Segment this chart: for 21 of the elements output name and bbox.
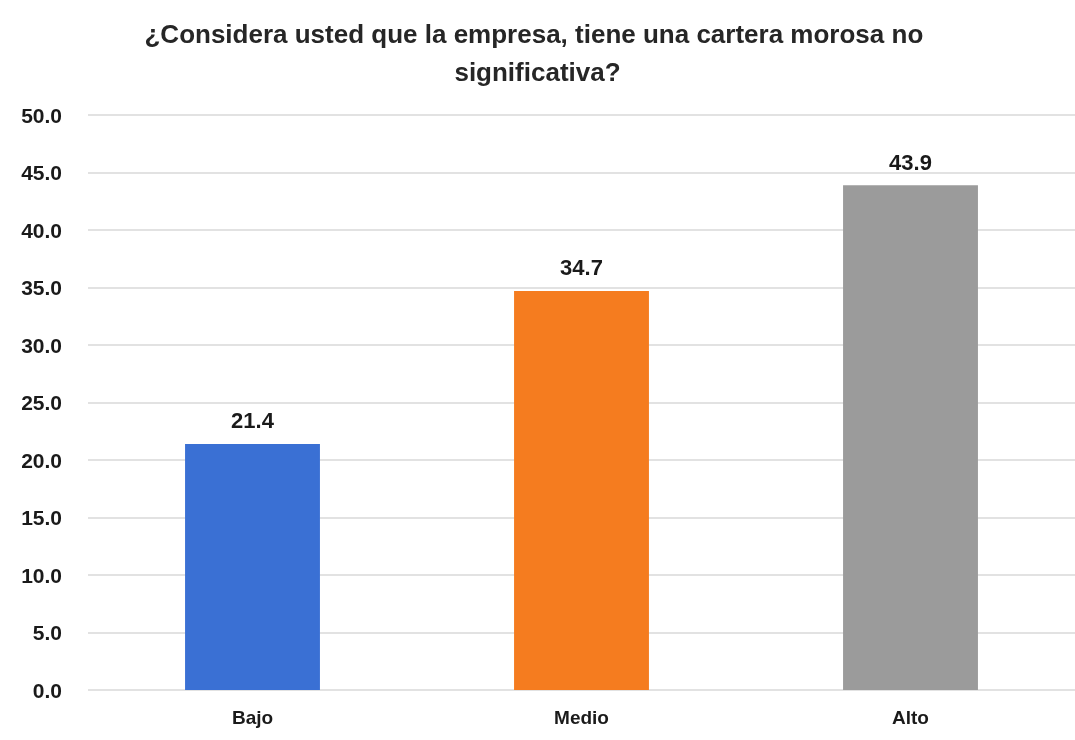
y-tick-label: 25.0 xyxy=(21,391,62,414)
y-tick-label: 10.0 xyxy=(21,563,62,587)
data-label: 21.4 xyxy=(231,408,275,434)
y-tick-label: 30.0 xyxy=(21,333,62,357)
y-tick-label: 50.0 xyxy=(21,103,62,127)
bar xyxy=(514,290,649,690)
x-tick-label: Bajo xyxy=(231,707,274,728)
chart-title: ¿Considera usted que la empresa, tiene una cartera morosa no significativa? xyxy=(144,19,931,87)
y-tick-label: 20.0 xyxy=(21,448,62,472)
data-label: 43.9 xyxy=(889,149,932,175)
x-tick-label: Medio xyxy=(554,707,609,728)
y-tick-label: 35.0 xyxy=(21,276,62,299)
data-label: 34.7 xyxy=(560,255,603,281)
y-tick-label: 0.0 xyxy=(32,678,62,702)
bar xyxy=(185,443,320,690)
y-tick-label: 40.0 xyxy=(21,218,62,242)
bar xyxy=(843,185,978,690)
x-tick-label: Alto xyxy=(892,707,929,728)
y-tick-label: 5.0 xyxy=(32,621,62,644)
y-tick-label: 45.0 xyxy=(21,161,62,184)
y-tick-label: 15.0 xyxy=(21,506,62,529)
